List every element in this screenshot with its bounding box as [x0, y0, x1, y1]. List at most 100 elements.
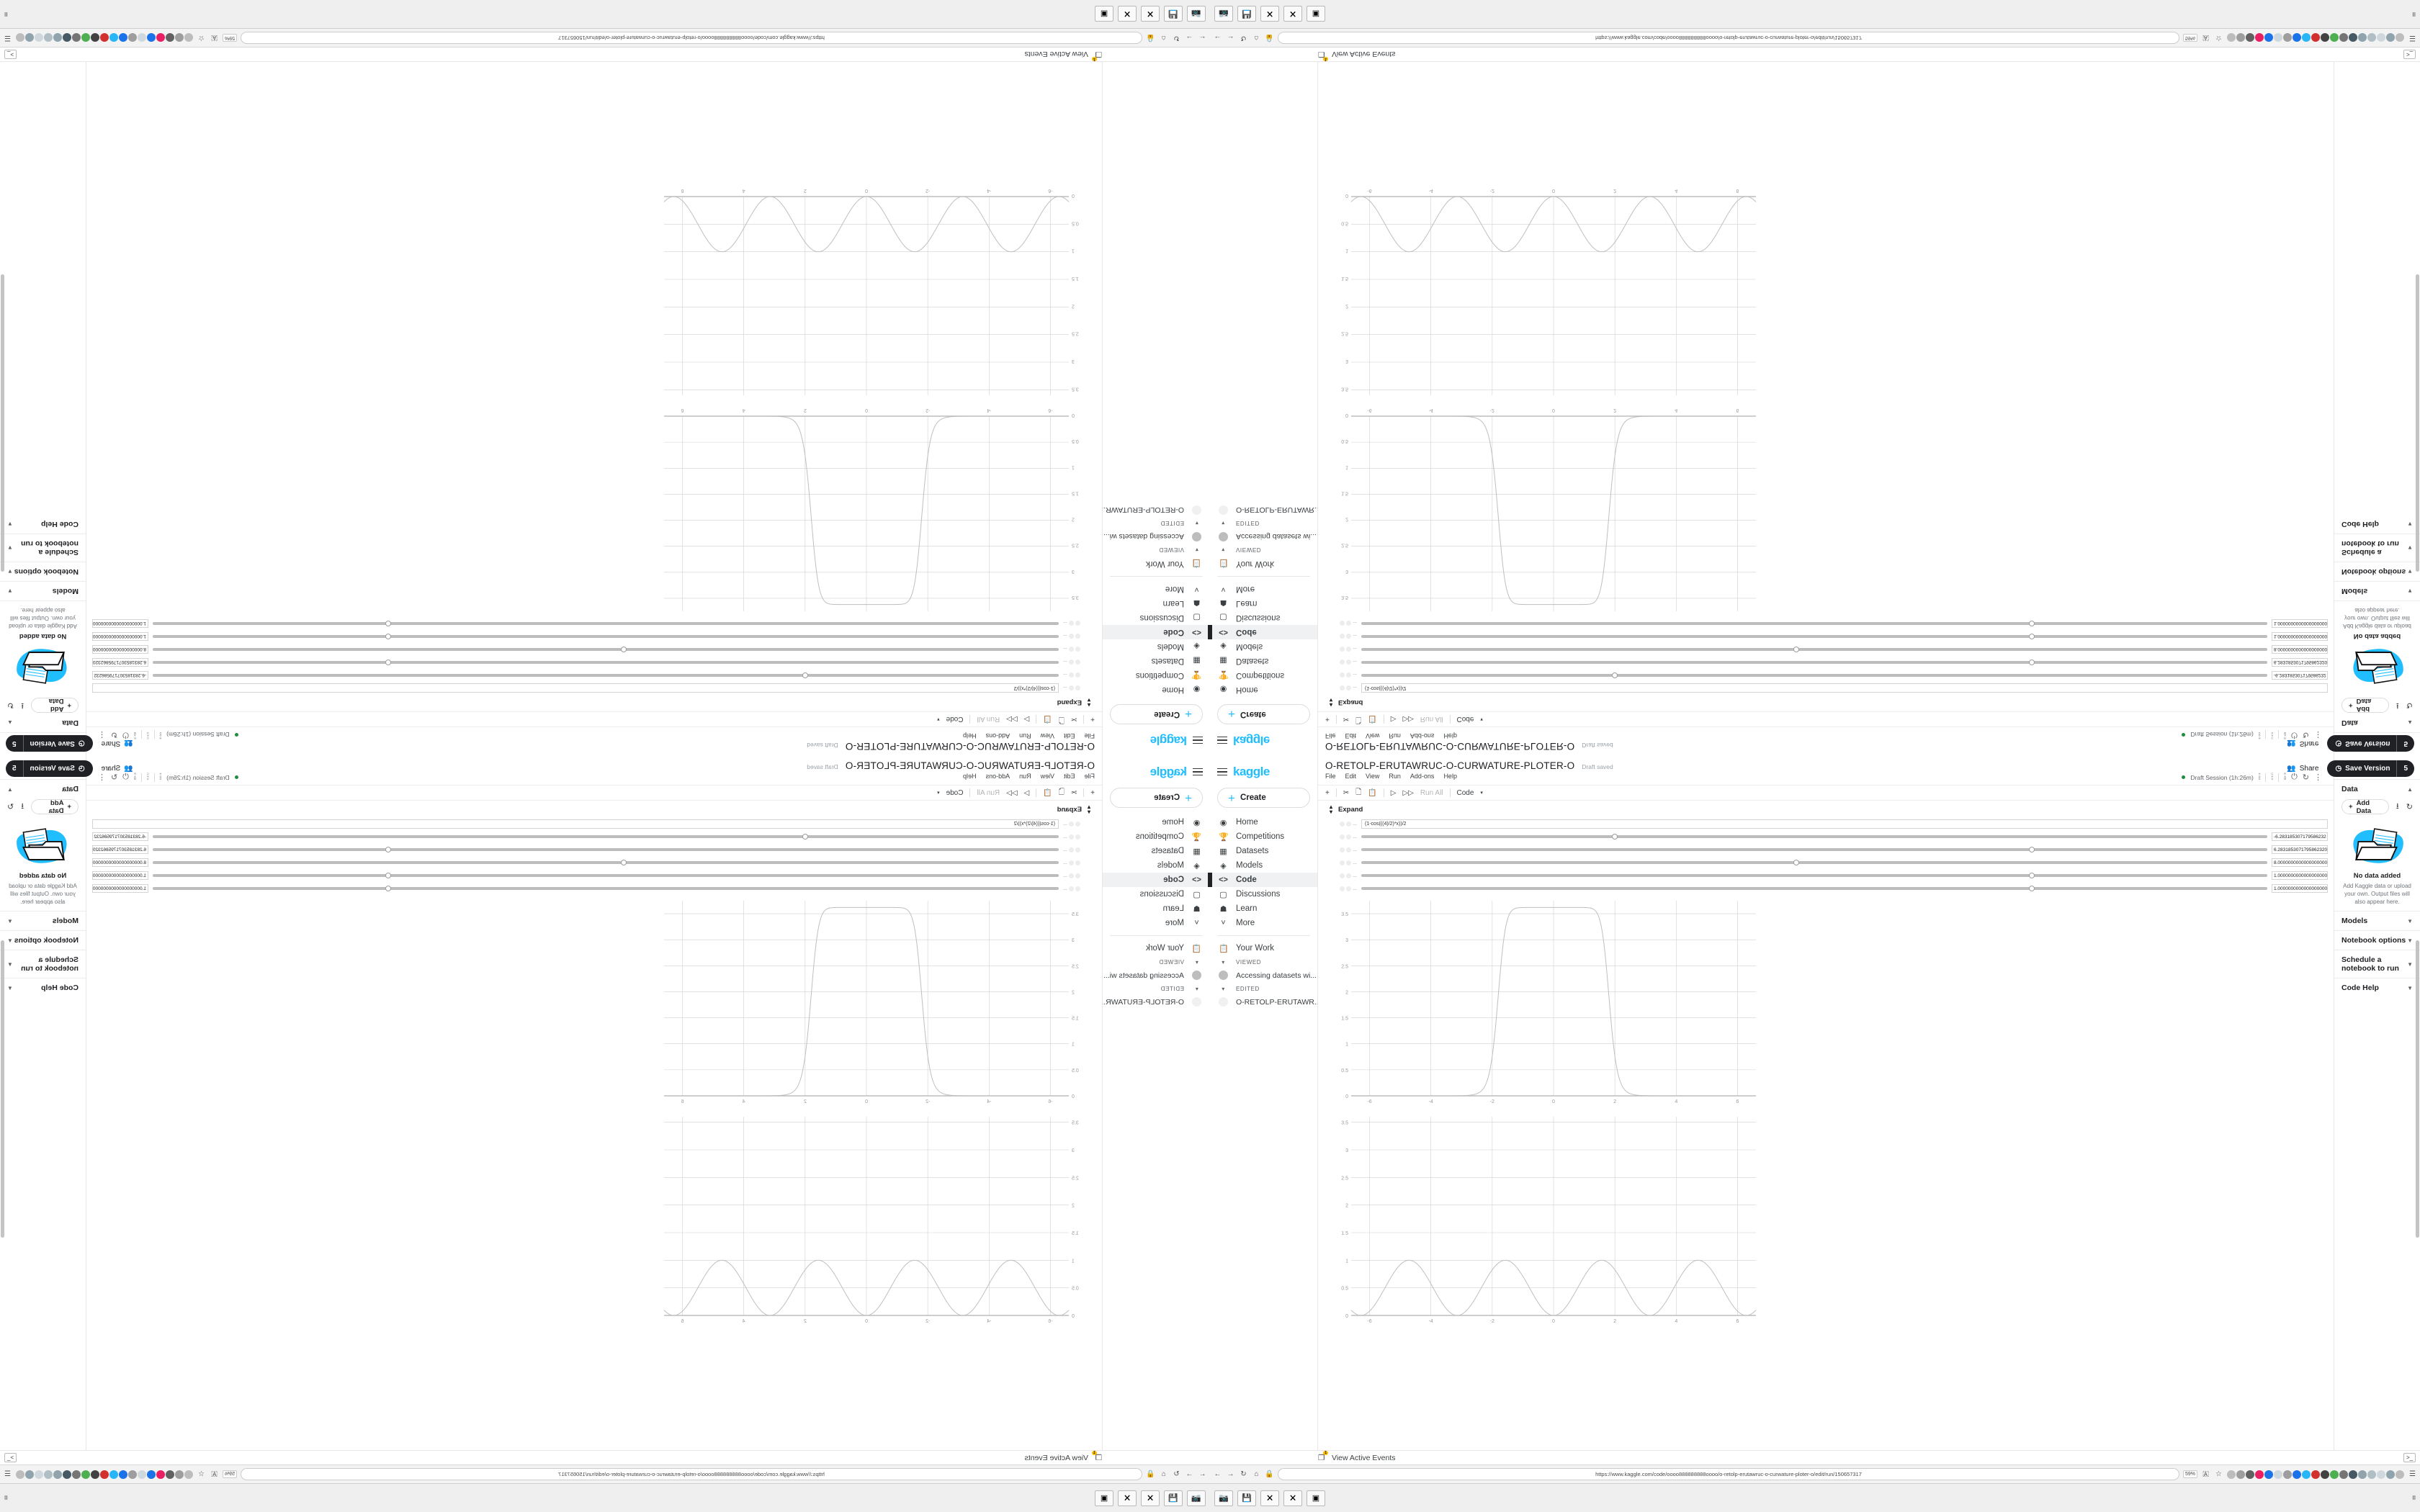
firefox-icon[interactable]: 🗙	[1260, 1490, 1279, 1506]
download-icon[interactable]	[166, 1470, 174, 1479]
plus-ext-icon[interactable]	[2293, 1470, 2301, 1479]
section-data-header[interactable]: Data ▲	[2341, 719, 2413, 727]
menu-view[interactable]: View	[1366, 773, 1380, 780]
kebab-menu-icon[interactable]: ⋮	[2314, 773, 2322, 782]
xmax-value[interactable]: 6.2831853071795862320	[2272, 845, 2328, 855]
sidebar-item-models[interactable]: ◈ Models	[1103, 858, 1210, 873]
download-icon[interactable]	[2246, 33, 2254, 42]
sidebar-item-datasets[interactable]: ▦ Datasets	[1103, 844, 1210, 858]
terminal-icon[interactable]: >_	[4, 50, 17, 59]
windows-stack-icon[interactable]: ❐ 1	[1092, 1450, 1102, 1462]
pill-icon[interactable]	[2274, 1470, 2282, 1479]
bookmark-star-icon[interactable]: ☆	[198, 1470, 205, 1478]
sidebar-item-code[interactable]: <> Code	[1103, 873, 1210, 887]
power-icon[interactable]: ⏻	[2291, 773, 2298, 781]
cell-type-label[interactable]: Code	[1456, 715, 1474, 724]
sidebar-item-your-work[interactable]: 📋 Your Work	[1103, 557, 1210, 571]
forward-icon[interactable]: →	[1186, 34, 1193, 42]
xmin-slider[interactable]	[153, 834, 1059, 840]
sidebar-item-code[interactable]: <> Code	[1210, 625, 1317, 639]
upload-icon[interactable]: ⭳	[2396, 802, 2399, 811]
scale-b-value[interactable]: 1.0000000000000000000	[92, 884, 148, 894]
add-data-button[interactable]: + Add Data	[31, 799, 79, 815]
share-button[interactable]: 👥 Share	[102, 765, 133, 773]
view-active-events-label[interactable]: View Active Events	[1332, 50, 1396, 59]
globe-icon[interactable]	[44, 33, 53, 42]
cell-type-label[interactable]: Code	[946, 788, 964, 797]
run-all-label[interactable]: Run All	[1420, 715, 1443, 724]
firefox-icon[interactable]: 🗙	[1141, 6, 1160, 22]
sidebar-group-edited[interactable]: ▾ EDITED	[1103, 517, 1210, 530]
reload-icon[interactable]: ↻	[1240, 1470, 1247, 1478]
sidebar-item-competitions[interactable]: 🏆 Competitions	[1103, 668, 1210, 683]
wrench-icon[interactable]	[2386, 33, 2395, 42]
globe-icon[interactable]	[44, 1470, 53, 1479]
kaggle-logo[interactable]: kaggle	[1150, 734, 1187, 747]
back-icon[interactable]: ←	[1214, 34, 1222, 42]
menu-view[interactable]: View	[1040, 732, 1054, 739]
translate-icon[interactable]: 🇦	[211, 34, 218, 42]
cut-icon[interactable]: ✂	[1343, 715, 1350, 724]
slider-knob[interactable]	[2028, 620, 2035, 626]
scale-a-value[interactable]: 1.0000000000000000000	[2272, 631, 2328, 641]
gear-icon[interactable]	[128, 33, 137, 42]
view-active-events-label[interactable]: View Active Events	[1024, 50, 1088, 59]
section-models[interactable]: Models ▼	[2334, 581, 2420, 601]
menu-run[interactable]: Run	[1389, 773, 1401, 780]
create-button[interactable]: + Create	[1217, 788, 1310, 808]
run-all-icon[interactable]: ▷▷	[1006, 788, 1018, 797]
sidebar-item-discussions[interactable]: ▢ Discussions	[1103, 887, 1210, 901]
upload-icon[interactable]: ⭳	[21, 701, 24, 710]
globe-icon[interactable]	[2367, 33, 2376, 42]
sidebar-item-home[interactable]: ◉ Home	[1210, 815, 1317, 829]
lo-icon[interactable]	[63, 1470, 71, 1479]
scale-a-slider[interactable]	[1361, 873, 2267, 879]
translate-ext-icon[interactable]	[147, 1470, 156, 1479]
add-data-button[interactable]: + Add Data	[2341, 799, 2389, 815]
save-version-button[interactable]: ◷ Save Version 5	[2327, 735, 2414, 752]
expand-row[interactable]: ▴ ▾ Expand	[1318, 801, 2334, 816]
section-schedule[interactable]: Schedule a notebook to run ▼	[0, 950, 86, 978]
hamburger-icon[interactable]	[1193, 768, 1203, 776]
save-icon[interactable]: 💾	[1237, 6, 1256, 22]
highlighter-icon[interactable]	[156, 33, 165, 42]
firefox-icon-2[interactable]: 🗙	[1118, 6, 1137, 22]
reload-ext-icon[interactable]	[175, 33, 184, 42]
save-icon[interactable]: 💾	[1164, 1490, 1183, 1506]
menu-file[interactable]: File	[1084, 732, 1095, 739]
lo-icon[interactable]	[2349, 1470, 2357, 1479]
chevron-down-icon[interactable]: ▾	[937, 716, 940, 721]
url-bar[interactable]: https://www.kaggle.com/code/oooo88888888…	[241, 1468, 1142, 1480]
sidebar-group-viewed[interactable]: ▾ VIEWED	[1210, 955, 1317, 968]
translate-ext-icon[interactable]	[147, 33, 156, 42]
zoom-level-badge[interactable]: 59%	[2182, 1470, 2197, 1478]
terminal-icon[interactable]: >_	[4, 1453, 17, 1462]
steps-value[interactable]: 8.0000000000000000000	[92, 858, 148, 868]
screenshot-icon[interactable]: 📷	[1187, 1490, 1206, 1506]
menu-edit[interactable]: Edit	[1063, 732, 1075, 739]
menu-file[interactable]: File	[1325, 732, 1336, 739]
sync-icon[interactable]	[109, 33, 118, 42]
scale-a-value[interactable]: 1.0000000000000000000	[92, 631, 148, 641]
slider-knob[interactable]	[1612, 672, 1618, 678]
xmin-slider[interactable]	[1361, 672, 2267, 678]
terminal-icon[interactable]: ▣	[1307, 1490, 1325, 1506]
copy-icon[interactable]: 🗋	[1058, 788, 1065, 796]
reload-ext-icon[interactable]	[2236, 33, 2245, 42]
back-icon[interactable]: ←	[1198, 1470, 1206, 1478]
sidebar-item-more[interactable]: ˅ More	[1103, 582, 1210, 596]
vertical-scrollbar[interactable]	[1, 940, 4, 1238]
menu-icon[interactable]: ☰	[2409, 1470, 2416, 1478]
menu-add-ons[interactable]: Add-ons	[1410, 773, 1435, 780]
record-icon[interactable]	[100, 1470, 109, 1479]
lo-icon[interactable]	[2349, 33, 2357, 42]
plus-icon[interactable]: +	[1325, 788, 1330, 797]
steps-slider[interactable]	[1361, 646, 2267, 652]
notebook-title[interactable]: O-RETOLP-ERUTAWRUC-O-CURWATURE-PLOTER-O	[1325, 760, 1575, 771]
vertical-scrollbar[interactable]	[2416, 940, 2419, 1238]
trash-icon[interactable]	[2321, 1470, 2329, 1479]
menu-file[interactable]: File	[1325, 773, 1336, 780]
refresh-icon[interactable]: ↻	[2406, 803, 2413, 811]
refresh-icon[interactable]: ↻	[2406, 701, 2413, 709]
save-icon[interactable]: 💾	[1164, 6, 1183, 22]
